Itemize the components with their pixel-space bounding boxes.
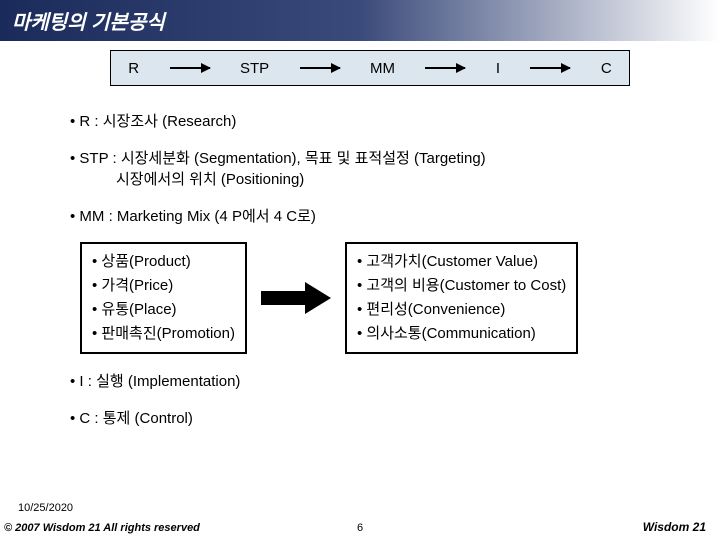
page-number: 6 [357,522,363,534]
bullet-stp-line2: 시장에서의 위치 (Positioning) [116,168,690,189]
list-item: • 의사소통(Communication) [357,322,566,346]
thick-arrow-icon [261,283,331,313]
flow-node-mm: MM [366,60,399,77]
flow-node-stp: STP [236,60,273,77]
list-item: • 고객의 비용(Customer to Cost) [357,274,566,298]
arrow-icon [425,67,465,69]
bullet-mm: • MM : Marketing Mix (4 P에서 4 C로) [70,205,690,226]
flow-bar: R STP MM I C [110,50,630,86]
list-item: • 고객가치(Customer Value) [357,250,566,274]
list-item: • 가격(Price) [92,274,235,298]
slide: 마케팅의 기본공식 R STP MM I C • R : 시장조사 (Resea… [0,0,720,540]
bullet-c: • C : 통제 (Control) [70,407,690,428]
box-4p: • 상품(Product) • 가격(Price) • 유통(Place) • … [80,242,247,354]
footer-copyright: © 2007 Wisdom 21 All rights reserved [4,522,200,534]
bullet-r: • R : 시장조사 (Research) [70,110,690,131]
bullet-stp: • STP : 시장세분화 (Segmentation), 목표 및 표적설정 … [70,147,690,189]
content-area: • R : 시장조사 (Research) • STP : 시장세분화 (Seg… [70,110,690,444]
date-text: 10/25/2020 [18,502,73,514]
flow-node-i: I [492,60,504,77]
flow-node-r: R [124,60,143,77]
bullet-stp-line1: • STP : 시장세분화 (Segmentation), 목표 및 표적설정 … [70,147,690,168]
arrow-icon [170,67,210,69]
four-p-to-c-row: • 상품(Product) • 가격(Price) • 유통(Place) • … [80,242,690,354]
box-4c: • 고객가치(Customer Value) • 고객의 비용(Customer… [345,242,578,354]
list-item: • 상품(Product) [92,250,235,274]
arrow-icon [530,67,570,69]
footer-brand: Wisdom 21 [643,520,706,534]
list-item: • 유통(Place) [92,298,235,322]
arrow-icon [300,67,340,69]
page-title: 마케팅의 기본공식 [0,0,720,41]
bullet-i: • I : 실행 (Implementation) [70,370,690,391]
flow-node-c: C [597,60,616,77]
list-item: • 판매촉진(Promotion) [92,322,235,346]
list-item: • 편리성(Convenience) [357,298,566,322]
